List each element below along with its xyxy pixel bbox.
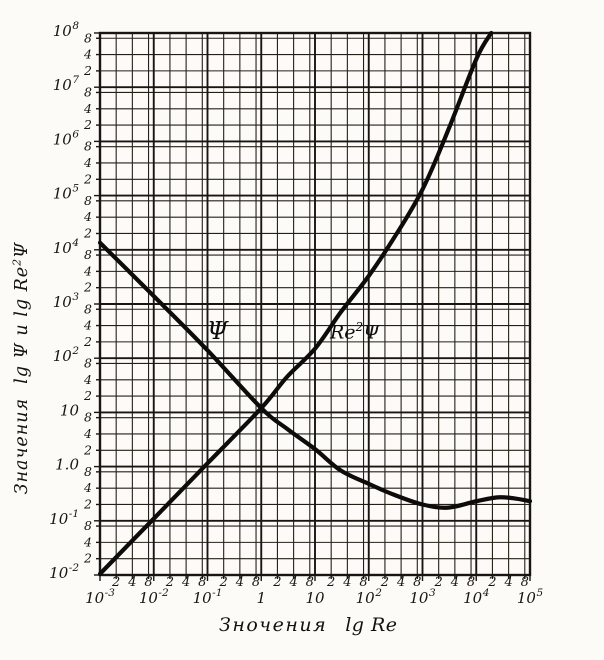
y-minor-tick-label: 8 <box>84 139 92 154</box>
x-minor-tick-label: 2 <box>487 575 496 590</box>
y-minor-tick-label: 4 <box>83 480 92 495</box>
y-minor-tick-label: 8 <box>84 464 92 479</box>
y-tick-label: 102 <box>53 345 80 365</box>
x-minor-tick-label: 8 <box>521 575 529 590</box>
y-minor-tick-label: 8 <box>84 247 92 262</box>
x-minor-tick-label: 8 <box>144 575 152 590</box>
y-tick-labels: 108107106105104103102101.010-110-2248248… <box>49 20 92 582</box>
x-minor-tick-label: 2 <box>434 575 443 590</box>
curve-psi <box>97 240 533 510</box>
y-axis-title-formula: lg Ψ и lg Re2Ψ <box>10 241 32 384</box>
x-minor-tick-label: 2 <box>111 575 120 590</box>
y-minor-tick-label: 2 <box>83 442 92 457</box>
x-minor-tick-label: 4 <box>235 575 244 590</box>
curve-re2psi <box>97 30 494 576</box>
curve-label-re2psi: Re2Ψ <box>330 320 380 344</box>
x-tick-label: 103 <box>409 587 436 607</box>
x-tick-label: 10 <box>305 589 325 607</box>
x-axis-title-word: Зночения <box>219 614 328 636</box>
axis-ticks <box>94 32 531 581</box>
x-minor-tick-label: 2 <box>272 575 281 590</box>
y-tick-label: 103 <box>53 291 80 311</box>
y-minor-tick-label: 2 <box>83 117 92 132</box>
x-minor-tick-label: 8 <box>359 575 367 590</box>
y-minor-tick-label: 2 <box>83 551 92 566</box>
curve-label-psi: Ψ <box>207 317 229 345</box>
y-tick-label: 104 <box>53 237 79 257</box>
y-minor-tick-label: 4 <box>83 372 92 387</box>
x-minor-tick-label: 2 <box>380 575 389 590</box>
x-tick-label: 1 <box>256 589 266 607</box>
y-minor-tick-label: 4 <box>83 47 92 62</box>
y-minor-tick-label: 8 <box>84 410 92 425</box>
x-minor-tick-label: 2 <box>165 575 174 590</box>
y-tick-label: 1.0 <box>55 456 79 474</box>
y-minor-tick-label: 2 <box>83 280 92 295</box>
y-minor-tick-label: 4 <box>83 426 92 441</box>
y-axis-title-word: Значения <box>11 397 32 495</box>
x-tick-label: 104 <box>463 587 489 607</box>
x-minor-tick-label: 8 <box>252 575 260 590</box>
y-minor-tick-label: 4 <box>83 534 92 549</box>
y-tick-label: 106 <box>53 128 80 148</box>
x-tick-label: 105 <box>517 587 544 607</box>
x-tick-label: 10-2 <box>139 587 169 607</box>
x-minor-tick-label: 4 <box>127 575 136 590</box>
x-minor-tick-label: 8 <box>467 575 475 590</box>
y-axis-title: Значения lg Ψ и lg Re2Ψ <box>10 242 32 495</box>
x-tick-label: 102 <box>356 587 383 607</box>
y-minor-tick-label: 4 <box>83 101 92 116</box>
y-minor-tick-label: 2 <box>83 388 92 403</box>
y-tick-label: 105 <box>53 183 80 203</box>
x-minor-tick-label: 4 <box>342 575 351 590</box>
x-minor-tick-label: 4 <box>450 575 459 590</box>
y-minor-tick-label: 4 <box>83 155 92 170</box>
x-minor-tick-label: 4 <box>503 575 512 590</box>
y-tick-label: 107 <box>53 74 80 94</box>
y-minor-tick-label: 8 <box>84 518 92 533</box>
x-minor-tick-label: 8 <box>198 575 206 590</box>
y-minor-tick-label: 4 <box>83 318 92 333</box>
x-minor-tick-label: 4 <box>181 575 190 590</box>
y-minor-tick-label: 4 <box>83 209 92 224</box>
x-axis-title-formula: lg Re <box>345 614 398 636</box>
y-minor-tick-label: 8 <box>84 84 92 99</box>
x-minor-tick-label: 8 <box>413 575 421 590</box>
x-tick-label: 10-1 <box>193 587 223 607</box>
x-tick-label: 10-3 <box>85 587 115 607</box>
y-minor-tick-label: 2 <box>83 63 92 78</box>
y-minor-tick-label: 8 <box>84 193 92 208</box>
y-tick-label: 10-1 <box>49 508 79 528</box>
x-minor-tick-label: 2 <box>219 575 228 590</box>
y-minor-tick-label: 8 <box>84 30 92 45</box>
y-minor-tick-label: 2 <box>83 496 92 511</box>
x-minor-tick-label: 2 <box>326 575 335 590</box>
y-tick-label: 10 <box>60 401 80 419</box>
y-tick-label: 10-2 <box>49 562 79 582</box>
x-minor-tick-label: 4 <box>288 575 297 590</box>
y-minor-tick-label: 2 <box>83 334 92 349</box>
x-minor-tick-label: 4 <box>396 575 405 590</box>
y-minor-tick-label: 2 <box>83 225 92 240</box>
y-tick-label: 108 <box>53 20 80 40</box>
x-minor-tick-label: 8 <box>306 575 314 590</box>
y-minor-tick-label: 4 <box>83 263 92 278</box>
y-minor-tick-label: 2 <box>83 171 92 186</box>
y-minor-tick-label: 8 <box>84 301 92 316</box>
y-minor-tick-label: 8 <box>84 355 92 370</box>
x-axis-title: Зночения lg Re <box>219 614 398 636</box>
